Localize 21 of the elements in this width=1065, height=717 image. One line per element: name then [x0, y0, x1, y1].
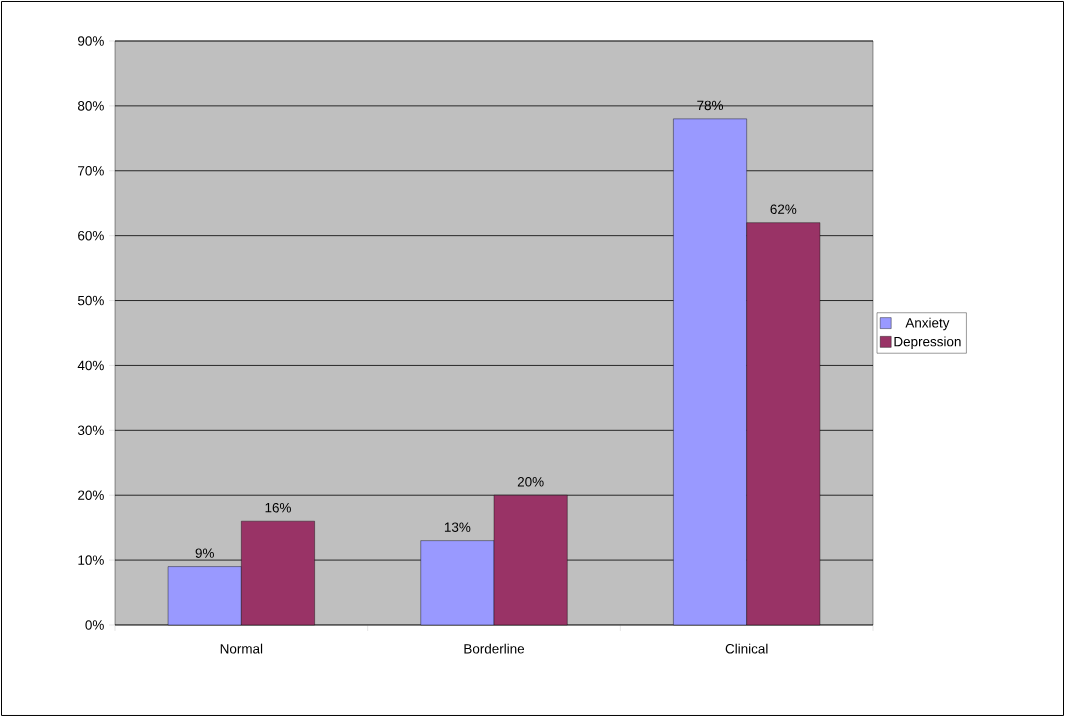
- data-label: 13%: [444, 522, 471, 532]
- data-label: 16%: [265, 502, 291, 513]
- y-tick-label: 90%: [78, 36, 104, 46]
- y-tick-label: 60%: [78, 230, 104, 241]
- data-label: 20%: [517, 477, 544, 487]
- data-label: 9%: [195, 548, 214, 558]
- data-label: 78%: [697, 100, 724, 111]
- y-tick-label: 0%: [85, 620, 104, 630]
- y-tick-label: 80%: [77, 101, 104, 111]
- x-tick-label: Clinical: [725, 643, 768, 654]
- x-tick-label: Normal: [220, 643, 263, 654]
- y-tick-label: 50%: [77, 295, 104, 306]
- y-tick-label: 30%: [77, 425, 104, 436]
- legend-label: Anxiety: [905, 317, 950, 331]
- data-label: 62%: [770, 204, 797, 214]
- y-tick-label: 70%: [78, 166, 104, 176]
- y-tick-label: 10%: [78, 555, 104, 565]
- x-tick-label: Borderline: [464, 643, 525, 654]
- y-tick-label: 40%: [77, 360, 104, 371]
- legend-label: Depression: [894, 336, 961, 350]
- y-tick-label: 20%: [78, 490, 104, 500]
